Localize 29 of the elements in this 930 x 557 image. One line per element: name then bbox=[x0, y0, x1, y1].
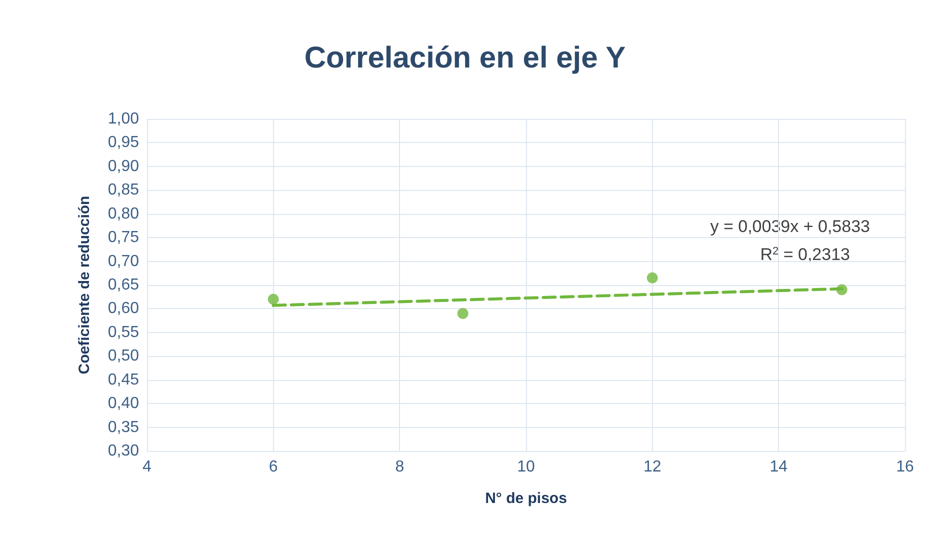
y-tick-label: 0,80 bbox=[108, 205, 140, 222]
y-tick-label: 0,45 bbox=[108, 371, 140, 388]
y-tick-label: 0,95 bbox=[108, 134, 140, 152]
x-tick-label: 16 bbox=[896, 458, 914, 476]
y-tick-label: 0,75 bbox=[108, 229, 140, 246]
x-tick-label: 14 bbox=[770, 458, 788, 476]
y-tick-label: 0,55 bbox=[108, 324, 140, 341]
y-tick-label: 0,35 bbox=[108, 418, 140, 436]
y-tick-label: 0,50 bbox=[108, 348, 140, 365]
x-tick-label: 8 bbox=[395, 458, 404, 476]
y-tick-label: 0,40 bbox=[108, 395, 140, 412]
x-tick-label: 10 bbox=[517, 458, 535, 476]
y-tick-label: 0,30 bbox=[108, 442, 140, 460]
y-tick-label: 0,65 bbox=[108, 276, 140, 294]
x-tick-label: 6 bbox=[268, 458, 278, 476]
chart-title: Correlación en el eje Y bbox=[304, 42, 626, 74]
x-tick-label: 12 bbox=[643, 458, 662, 476]
annotation: y = 0,0039x + 0,5833 bbox=[710, 217, 870, 236]
y-tick-label: 0,70 bbox=[108, 252, 140, 270]
point bbox=[646, 272, 658, 284]
point bbox=[457, 308, 468, 319]
y-tick-label: 0,60 bbox=[108, 300, 140, 318]
y-axis-title: Coeficiente de reducción bbox=[76, 196, 93, 374]
x-axis-title: N° de pisos bbox=[485, 490, 567, 507]
y-tick-label: 1,00 bbox=[108, 110, 140, 128]
y-tick-label: 0,85 bbox=[108, 182, 140, 199]
point bbox=[268, 294, 279, 305]
x-tick-label: 4 bbox=[142, 458, 152, 476]
y-tick-label: 0,90 bbox=[108, 158, 140, 175]
